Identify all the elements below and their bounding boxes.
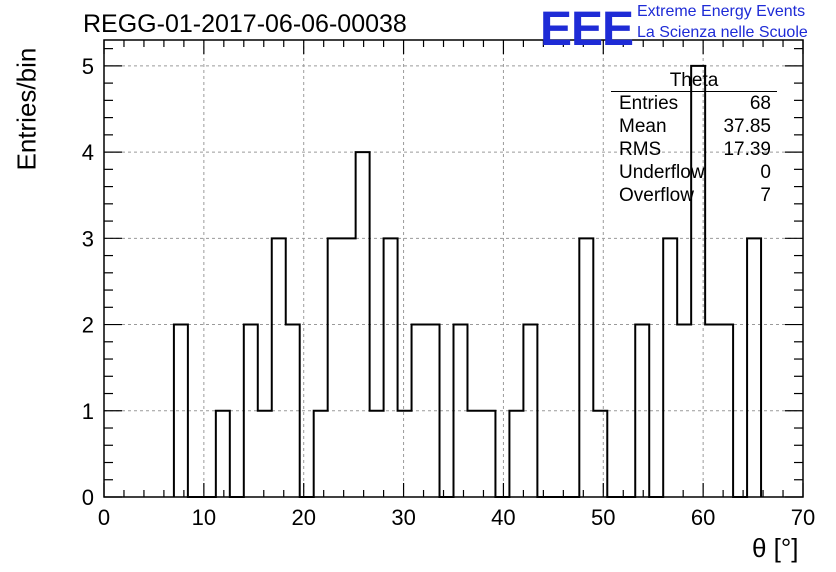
x-tick-label: 50 (591, 505, 615, 530)
y-tick-label: 5 (82, 54, 94, 79)
stats-value: 0 (760, 162, 771, 183)
x-tick-label: 20 (291, 505, 315, 530)
stats-label: Mean (619, 116, 667, 137)
plot-frame (103, 39, 804, 498)
y-tick-label: 1 (82, 399, 94, 424)
stats-label: RMS (619, 139, 662, 160)
x-tick-label: 10 (192, 505, 216, 530)
stats-row-entries: Entries 68 (611, 92, 777, 115)
y-axis-label: Entries/bin (11, 47, 42, 171)
stats-row-underflow: Underflow 0 (611, 161, 777, 184)
histogram-outline (172, 64, 763, 498)
x-tick-label: 70 (791, 505, 815, 530)
chart-title: REGG-01-2017-06-06-00038 (83, 10, 407, 38)
stats-label: Entries (619, 93, 679, 114)
x-tick-label: 0 (98, 505, 110, 530)
stats-value: 17.39 (723, 139, 771, 160)
stats-row-rms: RMS 17.39 (611, 138, 777, 161)
x-tick-label: 30 (391, 505, 415, 530)
stats-box: Theta Entries 68 Mean 37.85 RMS 17.39 Un… (611, 71, 777, 207)
y-tick-label: 2 (82, 313, 94, 338)
eee-logo: EEE (540, 3, 634, 56)
stats-value: 68 (749, 93, 771, 114)
logo-line-2: La Scienza nelle Scuole (637, 24, 808, 41)
y-tick-label: 4 (82, 140, 94, 165)
y-tick-label: 3 (82, 226, 94, 251)
x-axis-label: θ [°] (752, 533, 799, 563)
stats-title: Theta (611, 71, 777, 92)
stats-label: Overflow (619, 185, 694, 206)
y-tick-label: 0 (82, 485, 94, 510)
stats-value: 37.85 (723, 116, 771, 137)
x-tick-label: 40 (491, 505, 515, 530)
x-tick-label: 60 (691, 505, 715, 530)
stats-row-overflow: Overflow 7 (611, 184, 777, 207)
stats-label: Underflow (619, 162, 705, 183)
stats-row-mean: Mean 37.85 (611, 115, 777, 138)
stats-value: 7 (760, 185, 771, 206)
logo-line-1: Extreme Energy Events (637, 3, 806, 20)
